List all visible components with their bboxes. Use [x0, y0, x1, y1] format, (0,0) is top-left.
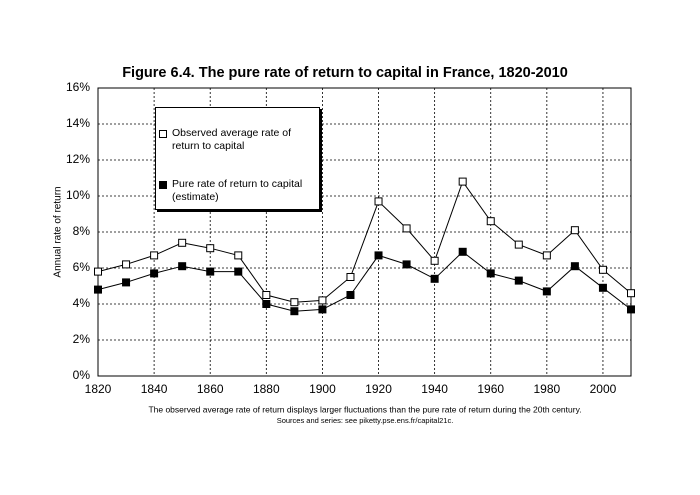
- point: [627, 305, 635, 314]
- legend: Observed average rate of return to capit…: [155, 107, 320, 210]
- y-tick-label: 2%: [73, 332, 91, 346]
- point: [94, 285, 102, 294]
- point: [262, 291, 271, 299]
- y-tick-label: 0%: [73, 368, 91, 382]
- x-tick-label: 1820: [85, 382, 112, 396]
- point: [262, 300, 271, 308]
- note: Sources and series: see piketty.pse.ens.…: [277, 416, 454, 425]
- point: [430, 274, 439, 283]
- y-tick-label: 12%: [66, 152, 90, 166]
- x-tick-label: 1900: [309, 382, 336, 396]
- x-tick-label: 1840: [141, 382, 168, 396]
- x-tick-label: 1980: [533, 382, 560, 396]
- note: The observed average rate of return disp…: [148, 404, 581, 414]
- point: [150, 269, 159, 278]
- point: [290, 307, 299, 316]
- point: [542, 251, 551, 260]
- point: [598, 265, 607, 274]
- point: [122, 278, 131, 287]
- legend-symbol: [159, 130, 167, 138]
- y-tick-label: 8%: [73, 224, 91, 238]
- legend-symbol: [159, 181, 167, 189]
- point: [346, 291, 355, 299]
- legend-item: Observed average rate of return to capit…: [159, 127, 317, 153]
- x-tick-label: 1940: [421, 382, 448, 396]
- x-tick-label: 1920: [365, 382, 392, 396]
- point: [570, 226, 579, 235]
- y-tick-label: 4%: [73, 296, 91, 310]
- point: [514, 276, 523, 285]
- x-tick-label: 1960: [477, 382, 504, 396]
- x-tick-label: 1880: [253, 382, 280, 396]
- x-tick-label: 1860: [197, 382, 224, 396]
- point: [290, 298, 299, 307]
- point: [234, 267, 243, 276]
- point: [206, 267, 215, 276]
- legend-label: Observed average rate of return to capit…: [172, 127, 292, 152]
- point: [402, 260, 411, 269]
- legend-item: Pure rate of return to capital (estimate…: [159, 178, 317, 204]
- point: [178, 238, 187, 247]
- chart-title: Figure 6.4. The pure rate of return to c…: [122, 65, 568, 81]
- plot-frame: [97, 87, 632, 377]
- point: [570, 262, 579, 271]
- point: [402, 224, 411, 233]
- point: [374, 251, 383, 260]
- point: [94, 267, 102, 276]
- point: [542, 287, 551, 296]
- x-tick-label: 2000: [590, 382, 617, 396]
- point: [598, 283, 607, 292]
- point: [234, 251, 243, 260]
- point: [430, 256, 439, 265]
- point: [318, 305, 327, 314]
- series-line: [97, 180, 632, 303]
- point: [374, 197, 383, 206]
- y-tick-label: 6%: [73, 260, 91, 274]
- series-line: [97, 251, 632, 312]
- point: [458, 247, 467, 256]
- y-tick-label: 14%: [66, 116, 90, 130]
- point: [627, 289, 635, 298]
- point: [206, 244, 215, 253]
- legend-label: Pure rate of return to capital (estimate…: [172, 178, 303, 203]
- point: [346, 273, 355, 281]
- y-tick-label: 16%: [66, 80, 90, 94]
- point: [514, 240, 523, 249]
- point: [318, 296, 327, 305]
- point: [486, 217, 495, 226]
- point: [122, 260, 131, 269]
- point: [458, 177, 467, 186]
- y-tick-label: 10%: [66, 188, 90, 202]
- point: [178, 262, 187, 271]
- point: [486, 269, 495, 278]
- point: [150, 251, 159, 260]
- y-axis-label: Annual rate of return: [53, 186, 64, 277]
